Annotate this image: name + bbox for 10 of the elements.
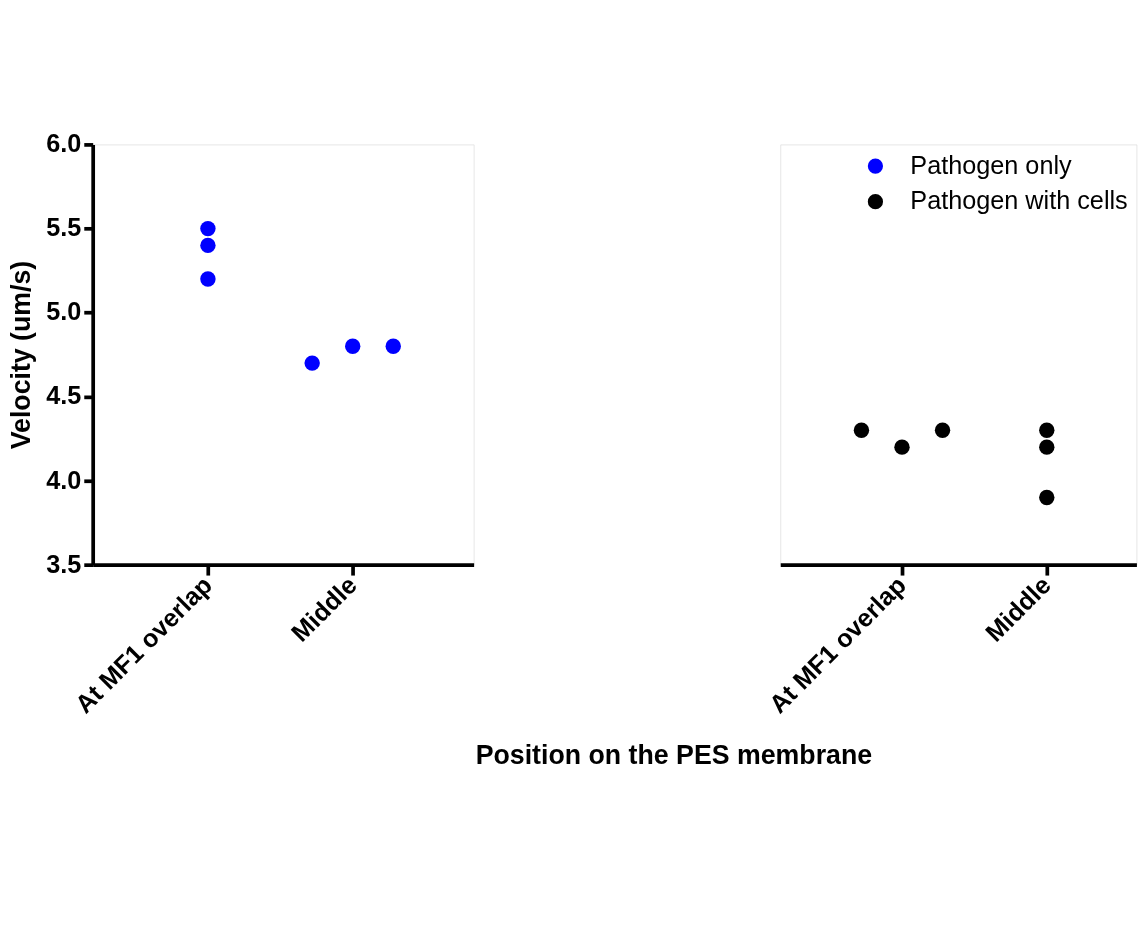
x-axis-title: Position on the PES membrane — [475, 740, 873, 771]
legend-label: Pathogen only — [910, 150, 1073, 179]
y-tick-label: 3.5 — [46, 549, 82, 578]
y-tick-label: 5.0 — [46, 297, 82, 326]
legend-label: Pathogen with cells — [910, 186, 1128, 215]
y-tick-label: 4.5 — [46, 381, 82, 410]
y-tick-label: 5.5 — [46, 213, 82, 242]
y-tick-label: 4.0 — [46, 465, 82, 494]
y-axis-title: Velocity (um/s) — [5, 260, 36, 450]
y-tick-label: 6.0 — [46, 129, 82, 158]
